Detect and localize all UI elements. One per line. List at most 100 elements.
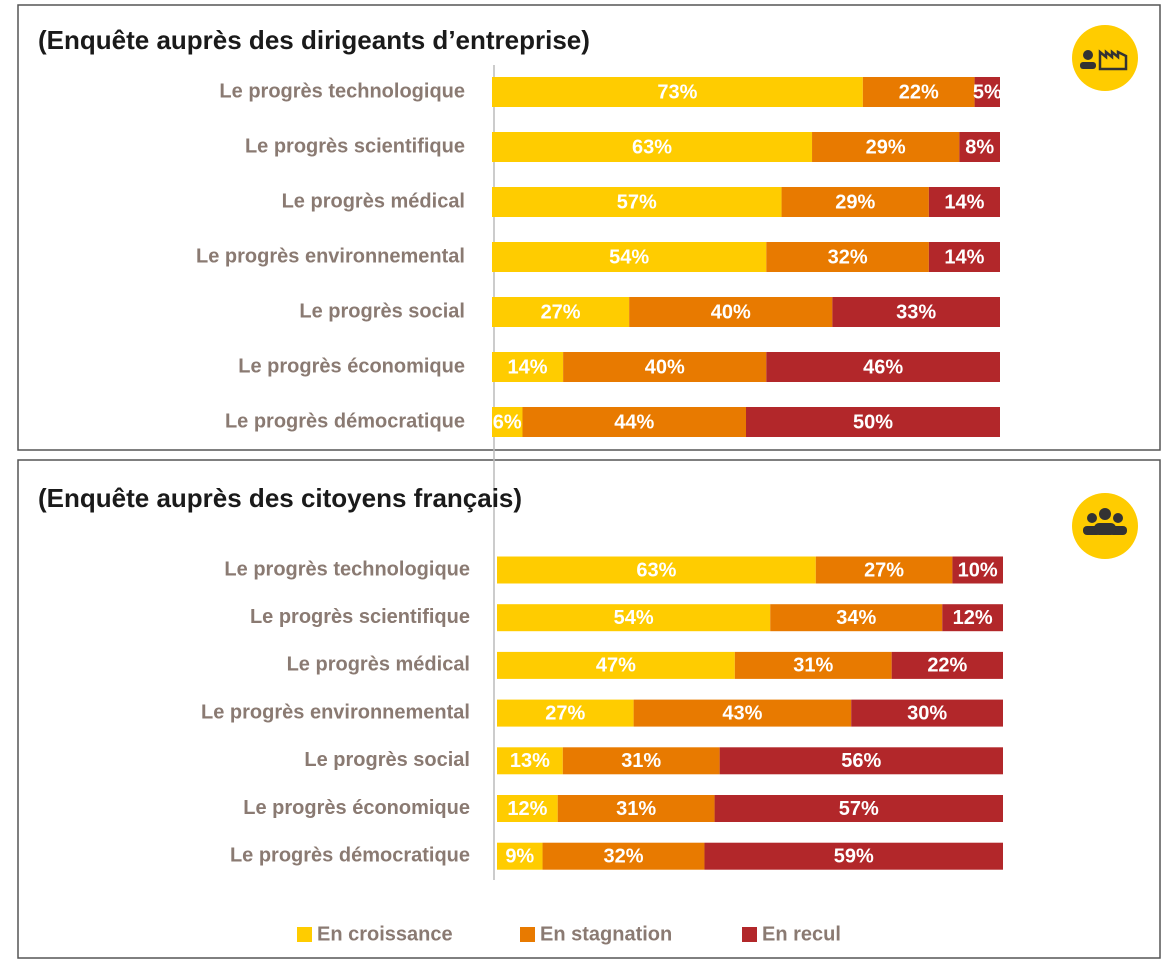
value-label: 31% <box>793 655 833 677</box>
bar-segment <box>492 352 564 382</box>
bar-segment <box>629 297 833 327</box>
bar-segment <box>492 297 630 327</box>
bar-segment <box>497 556 816 584</box>
bar-segment <box>832 297 1000 327</box>
bar-segment <box>942 604 1003 632</box>
legend-swatch <box>297 927 312 942</box>
value-label: 14% <box>508 356 548 378</box>
value-label: 6% <box>493 411 522 433</box>
bar-segment <box>959 132 1000 162</box>
value-label: 57% <box>839 798 879 820</box>
bar-segment <box>862 77 975 107</box>
icon-citizens <box>1072 493 1138 559</box>
bar-segment <box>542 842 705 870</box>
category-label: Le progrès scientifique <box>245 135 465 157</box>
bar-segment <box>781 187 929 217</box>
value-label: 30% <box>907 702 947 724</box>
value-label: 73% <box>657 81 697 103</box>
bar-segment <box>815 556 953 584</box>
value-label: 14% <box>944 246 984 268</box>
value-label: 9% <box>505 845 534 867</box>
value-label: 8% <box>965 136 994 158</box>
category-label: Le progrès médical <box>287 654 470 676</box>
value-label: 63% <box>632 136 672 158</box>
value-label: 46% <box>863 356 903 378</box>
value-label: 10% <box>958 559 998 581</box>
bar-segment <box>492 77 863 107</box>
category-label: Le progrès technologique <box>219 80 465 102</box>
value-label: 31% <box>616 798 656 820</box>
category-label: Le progrès démocratique <box>225 410 465 432</box>
category-label: Le progrès social <box>299 300 465 322</box>
value-label: 22% <box>927 655 967 677</box>
bar-segment <box>497 747 563 775</box>
bar-segment <box>746 407 1000 437</box>
category-label: Le progrès social <box>304 749 470 771</box>
value-label: 5% <box>973 81 1002 103</box>
value-label: 47% <box>596 655 636 677</box>
icon-company <box>1072 25 1138 91</box>
value-label: 54% <box>614 607 654 629</box>
value-label: 27% <box>545 702 585 724</box>
value-label: 56% <box>841 750 881 772</box>
bar-segment <box>633 699 852 727</box>
legend-label: En croissance <box>317 923 453 945</box>
bar-segment <box>766 242 929 272</box>
category-label: Le progrès économique <box>243 797 470 819</box>
value-label: 14% <box>944 191 984 213</box>
category-label: Le progrès démocratique <box>230 844 470 866</box>
value-label: 12% <box>953 607 993 629</box>
bar-segment <box>851 699 1003 727</box>
bar-segment <box>928 187 1000 217</box>
value-label: 12% <box>507 798 547 820</box>
value-label: 44% <box>614 411 654 433</box>
category-label: Le progrès technologique <box>224 558 470 580</box>
value-label: 32% <box>828 246 868 268</box>
category-label: Le progrès médical <box>282 190 465 212</box>
bar-segment <box>704 842 1003 870</box>
legend-swatch <box>520 927 535 942</box>
bar-segment <box>497 842 543 870</box>
bar-segment <box>497 651 735 679</box>
value-label: 13% <box>510 750 550 772</box>
value-label: 43% <box>722 702 762 724</box>
bar-segment <box>492 242 767 272</box>
bar-segment <box>952 556 1003 584</box>
panel-frame <box>17 459 1161 959</box>
value-label: 34% <box>836 607 876 629</box>
bar-segment <box>891 651 1003 679</box>
value-label: 57% <box>617 191 657 213</box>
bar-segment <box>492 187 782 217</box>
bar-segment <box>766 352 1000 382</box>
legend-label: En stagnation <box>540 923 672 945</box>
bar-segment <box>522 407 746 437</box>
bar-segment <box>928 242 1000 272</box>
bar-segment <box>497 604 771 632</box>
chart-title: (Enquête auprès des dirigeants d’entrepr… <box>38 25 590 55</box>
bar-segment <box>563 352 767 382</box>
panel-frame <box>17 4 1161 451</box>
value-label: 29% <box>866 136 906 158</box>
value-label: 50% <box>853 411 893 433</box>
value-label: 33% <box>896 301 936 323</box>
bar-segment <box>562 747 720 775</box>
value-label: 27% <box>541 301 581 323</box>
value-label: 63% <box>636 559 676 581</box>
category-label: Le progrès environnemental <box>196 245 465 267</box>
value-label: 29% <box>835 191 875 213</box>
value-label: 59% <box>834 845 874 867</box>
bar-segment <box>714 795 1003 822</box>
bar-segment <box>974 77 1000 107</box>
bar-segment <box>557 795 715 822</box>
value-label: 54% <box>609 246 649 268</box>
category-label: Le progrès environnemental <box>201 701 470 723</box>
value-label: 40% <box>711 301 751 323</box>
bar-segment <box>770 604 943 632</box>
value-label: 32% <box>603 845 643 867</box>
bar-segment <box>719 747 1003 775</box>
value-label: 22% <box>899 81 939 103</box>
value-label: 31% <box>621 750 661 772</box>
chart-title: (Enquête auprès des citoyens français) <box>38 483 522 513</box>
category-label: Le progrès scientifique <box>250 606 470 628</box>
